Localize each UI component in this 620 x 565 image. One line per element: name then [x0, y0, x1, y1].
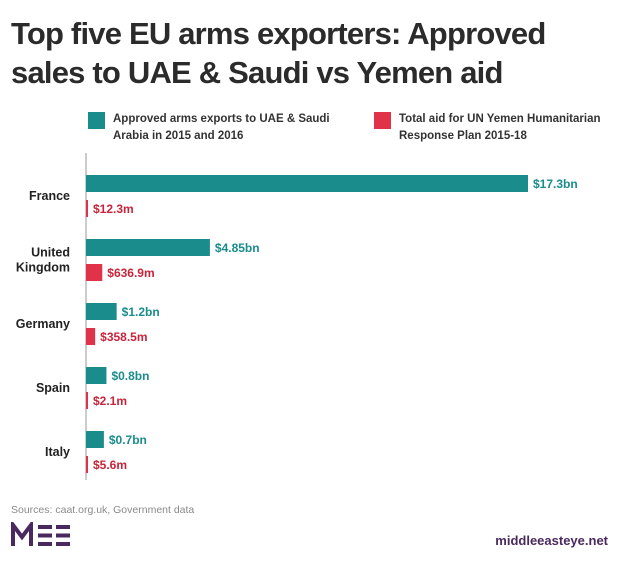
arms-bar-germany [86, 303, 117, 320]
legend-swatch-aid [374, 112, 391, 129]
source-note: Sources: caat.org.uk, Government data [11, 504, 195, 516]
arms-bar-france [86, 175, 528, 192]
mee-logo [11, 519, 73, 553]
category-label-france: France [29, 189, 70, 203]
aid-value-label-united-kingdom: $636.9m [107, 266, 154, 280]
arms-bar-italy [86, 431, 104, 448]
mee-logo-icon [11, 519, 70, 546]
aid-bar-france [86, 200, 88, 217]
legend-label-aid: Total aid for UN Yemen Humanitarian Resp… [399, 113, 601, 142]
aid-value-label-italy: $5.6m [93, 458, 127, 472]
arms-bar-united-kingdom [86, 239, 210, 256]
aid-bar-germany [86, 328, 96, 345]
chart-title: Top five EU arms exporters: Approved sal… [11, 16, 546, 90]
category-label-united-kingdom: United Kingdom [16, 246, 70, 275]
legend-label-arms: Approved arms exports to UAE & Saudi Ara… [113, 113, 330, 142]
arms-value-label-italy: $0.7bn [109, 433, 147, 447]
aid-value-label-france: $12.3m [93, 202, 134, 216]
category-label-italy: Italy [45, 445, 70, 459]
aid-value-label-germany: $358.5m [100, 330, 147, 344]
aid-bar-italy [86, 456, 88, 473]
legend-swatch-arms [88, 112, 105, 129]
arms-value-label-spain: $0.8bn [111, 369, 149, 383]
category-label-germany: Germany [16, 317, 70, 331]
arms-bar-spain [86, 367, 107, 384]
legend-item-aid: Total aid for UN Yemen Humanitarian Resp… [374, 111, 614, 145]
aid-bar-united-kingdom [86, 264, 103, 281]
aid-bar-spain [86, 392, 88, 409]
arms-value-label-united-kingdom: $4.85bn [215, 241, 260, 255]
category-label-spain: Spain [36, 381, 70, 395]
legend-item-arms: Approved arms exports to UAE & Saudi Ara… [88, 111, 348, 145]
aid-value-label-spain: $2.1m [93, 394, 127, 408]
arms-value-label-germany: $1.2bn [122, 305, 160, 319]
site-url: middleeasteye.net [495, 533, 608, 548]
arms-value-label-france: $17.3bn [533, 177, 578, 191]
